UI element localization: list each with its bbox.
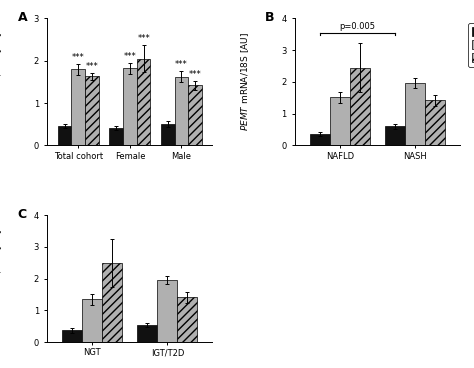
Text: B: B bbox=[265, 11, 274, 24]
Bar bbox=[188, 85, 202, 145]
Bar bbox=[385, 126, 405, 145]
Bar bbox=[350, 68, 370, 145]
Text: $\it{PEMT}$ mRNA/18S [AU]: $\it{PEMT}$ mRNA/18S [AU] bbox=[0, 229, 4, 328]
Bar bbox=[330, 97, 350, 145]
Text: $\it{PEMT}$ mRNA/18S [AU]: $\it{PEMT}$ mRNA/18S [AU] bbox=[0, 32, 4, 131]
Text: A: A bbox=[18, 11, 27, 24]
Bar bbox=[177, 297, 197, 342]
Bar bbox=[102, 263, 122, 342]
Text: C: C bbox=[18, 208, 27, 221]
Bar bbox=[405, 83, 425, 145]
Text: ***: *** bbox=[137, 34, 150, 43]
Bar bbox=[72, 69, 85, 145]
Bar bbox=[310, 134, 330, 145]
Bar bbox=[137, 325, 157, 342]
Text: ***: *** bbox=[72, 53, 85, 61]
Text: ***: *** bbox=[124, 52, 136, 61]
Bar bbox=[58, 126, 72, 145]
Bar bbox=[174, 77, 188, 145]
Bar bbox=[161, 124, 174, 145]
Text: $\it{PEMT}$ mRNA/18S [AU]: $\it{PEMT}$ mRNA/18S [AU] bbox=[239, 32, 251, 131]
Bar bbox=[137, 59, 150, 145]
Text: p=0.005: p=0.005 bbox=[339, 22, 375, 31]
Bar bbox=[85, 77, 99, 145]
Bar bbox=[157, 280, 177, 342]
Text: ***: *** bbox=[175, 60, 188, 69]
Bar bbox=[82, 300, 102, 342]
Text: ***: *** bbox=[189, 70, 201, 79]
Bar bbox=[109, 128, 123, 145]
Text: ***: *** bbox=[86, 62, 99, 71]
Bar bbox=[123, 68, 137, 145]
Legend: vis, sc, liver: vis, sc, liver bbox=[468, 23, 474, 67]
Bar bbox=[63, 330, 82, 342]
Bar bbox=[425, 100, 445, 145]
